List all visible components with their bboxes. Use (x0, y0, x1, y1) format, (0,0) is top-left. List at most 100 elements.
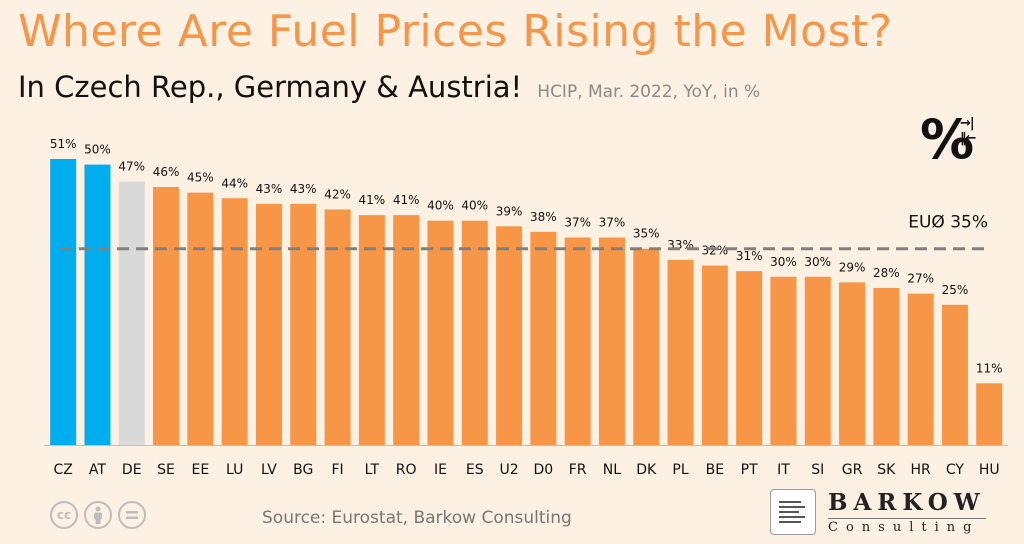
brand-sub: Consulting (828, 518, 986, 535)
bar-dk (633, 248, 660, 445)
data-label-lt: 41% (359, 193, 386, 207)
data-label-ee: 45% (187, 171, 214, 185)
subtitle-row: In Czech Rep., Germany & Austria! HCIP, … (18, 70, 760, 104)
bar-at (84, 164, 111, 445)
data-label-pt: 31% (736, 249, 763, 263)
chart-note: HCIP, Mar. 2022, YoY, in % (537, 82, 761, 102)
bar-cz (50, 159, 77, 445)
data-label-ro: 41% (393, 193, 420, 207)
bar-de (118, 181, 145, 445)
percent-logo: % →|‖← (920, 108, 976, 171)
brand-name: BARKOW (828, 489, 986, 516)
tick-label-gr: GR (842, 462, 863, 478)
bar-se (153, 187, 180, 445)
tick-label-d0: D0 (534, 462, 554, 478)
tick-label-hr: HR (911, 462, 932, 478)
tick-label-ro: RO (396, 462, 417, 478)
tick-label-sk: SK (877, 462, 896, 478)
data-label-at: 50% (84, 143, 111, 157)
data-label-gr: 29% (839, 260, 866, 274)
chart-subtitle: In Czech Rep., Germany & Austria! (18, 70, 523, 104)
bar-fi (324, 209, 351, 445)
average-label: EUØ 35% (908, 213, 988, 233)
bar-cy (941, 304, 968, 445)
data-label-de: 47% (118, 159, 145, 173)
bar-nl (598, 237, 625, 445)
bar-lv (255, 203, 282, 445)
source-note: Source: Eurostat, Barkow Consulting (262, 508, 572, 528)
bar-ee (187, 192, 214, 445)
data-label-nl: 37% (599, 216, 626, 230)
cc-icon: cc (50, 501, 78, 529)
tick-label-fr: FR (569, 462, 587, 478)
bar-u2 (496, 226, 523, 445)
bar-hu (976, 383, 1003, 445)
data-label-hr: 27% (907, 272, 934, 286)
tick-label-ie: IE (434, 462, 447, 478)
tick-label-it: IT (777, 462, 790, 478)
tick-label-lt: LT (365, 462, 380, 478)
percent-symbol: % (920, 108, 975, 171)
bar-pt (736, 271, 763, 445)
bar-bg (290, 203, 317, 445)
tick-label-cy: CY (946, 462, 965, 478)
nd-icon (118, 501, 146, 529)
data-label-be: 32% (702, 244, 729, 258)
tick-label-pt: PT (741, 462, 758, 478)
by-icon (84, 501, 112, 529)
data-label-se: 46% (153, 165, 180, 179)
chart-title: Where Are Fuel Prices Rising the Most? (18, 6, 893, 57)
bar-be (701, 265, 728, 445)
bar-es (461, 220, 488, 445)
data-label-hu: 11% (976, 361, 1003, 375)
tick-label-lu: LU (226, 462, 243, 478)
tick-label-ee: EE (191, 462, 209, 478)
barkow-mark-icon (770, 489, 816, 535)
data-label-it: 30% (770, 255, 797, 269)
data-label-dk: 35% (633, 227, 660, 241)
bar-lu (221, 198, 248, 445)
data-label-ie: 40% (427, 199, 454, 213)
data-label-lv: 43% (256, 182, 283, 196)
bar-d0 (530, 231, 557, 445)
data-label-fi: 42% (324, 187, 351, 201)
tick-label-nl: NL (603, 462, 621, 478)
data-label-cy: 25% (942, 283, 969, 297)
tick-label-u2: U2 (499, 462, 518, 478)
bar-fr (564, 237, 591, 445)
bar-si (804, 276, 831, 445)
data-label-cz: 51% (50, 137, 77, 151)
bar-gr (839, 282, 866, 445)
bar-chart: 51% CZ 50% AT 47% DE 46% SE 45% EE 44% LU 43% LV 43% BG… (44, 137, 1008, 478)
compress-arrows-icon: →|‖← (960, 116, 976, 146)
bar-sk (873, 287, 900, 445)
data-label-fr: 37% (564, 216, 591, 230)
bar-ro (393, 215, 420, 445)
data-label-d0: 38% (530, 210, 557, 224)
tick-label-lv: LV (261, 462, 277, 478)
data-label-lu: 44% (221, 176, 248, 190)
tick-label-fi: FI (331, 462, 343, 478)
tick-label-es: ES (466, 462, 484, 478)
bar-it (770, 276, 797, 445)
tick-label-cz: CZ (53, 462, 72, 478)
data-label-es: 40% (461, 199, 488, 213)
data-label-u2: 39% (496, 204, 523, 218)
bar-hr (907, 293, 934, 445)
tick-label-si: SI (811, 462, 824, 478)
license-icons: cc (50, 501, 146, 529)
bar-lt (358, 215, 385, 445)
data-label-sk: 28% (873, 266, 900, 280)
tick-label-dk: DK (636, 462, 657, 478)
tick-label-at: AT (89, 462, 106, 478)
tick-label-be: BE (706, 462, 724, 478)
bar-ie (427, 220, 454, 445)
tick-label-hu: HU (979, 462, 1000, 478)
tick-label-pl: PL (672, 462, 688, 478)
data-label-si: 30% (804, 255, 831, 269)
data-label-bg: 43% (290, 182, 317, 196)
bar-pl (667, 259, 694, 445)
tick-label-se: SE (157, 462, 175, 478)
tick-label-de: DE (122, 462, 142, 478)
brand-logo: BARKOW Consulting (770, 489, 986, 535)
